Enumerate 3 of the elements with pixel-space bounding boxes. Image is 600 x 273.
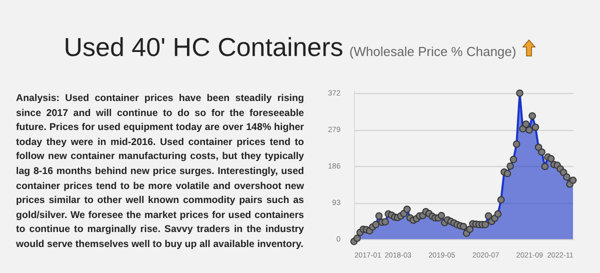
chart-title: Used 40' HC Containers: [64, 32, 344, 63]
text: Analysis: Used container prices have been steadily rising since 2017 and will continue to do so for the foreseeable future. Prices for used equipment today are over 148% higher today they were in mid-2016. Used container prices tend to follow new container manufacturing costs, but they typically lag 8-16 months behind new price surges. Interestingly, used container prices tend to be more volatile and overshoot new prices similar to other well known commodity pairs such as gold/silver. We foresee the market prices for used containers to continue to marginally rise. Savvy traders in the industry would serve themselves well to buy up all available inventory.: [16, 93, 304, 250]
chart-subtitle: (Wholesale Price % Change): [349, 44, 516, 59]
